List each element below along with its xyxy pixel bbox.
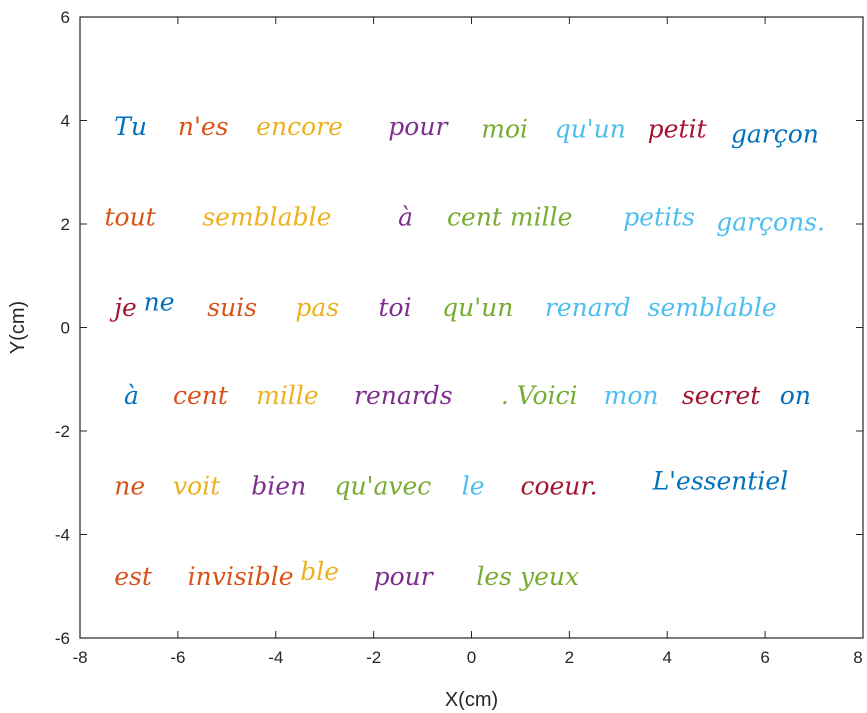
y-tick-label: 6 (61, 8, 70, 27)
y-tick-label: 0 (61, 319, 70, 338)
y-axis-label: Y(cm) (7, 301, 29, 354)
y-tick-label: 2 (61, 215, 70, 234)
x-axis-label: X(cm) (445, 689, 498, 711)
handwritten-word: est (114, 562, 153, 591)
handwritten-word: renards (354, 381, 453, 410)
handwritten-word: à (398, 202, 413, 231)
handwritten-word: garçons. (716, 208, 825, 237)
handwritten-word: Tu (114, 112, 147, 141)
y-tick-label: -2 (55, 422, 70, 441)
handwritten-word: semblable (648, 293, 777, 322)
handwritten-word: mille (256, 381, 319, 410)
handwritten-word: . Voici (501, 381, 578, 410)
x-tick-label: -6 (170, 648, 185, 667)
handwritten-word: qu'un (555, 114, 626, 143)
handwritten-word: je (109, 293, 137, 322)
y-axis-ticks: 6 4 2 0 -2 -4 -6 (55, 8, 863, 648)
handwritten-word: renard (545, 293, 631, 322)
handwritten-word: L'essentiel (652, 466, 789, 495)
y-tick-label: 4 (61, 112, 70, 131)
handwritten-word: tout (104, 202, 156, 231)
plot-frame (80, 17, 863, 638)
handwritten-word: garçon (731, 120, 819, 149)
x-tick-label: -8 (72, 648, 87, 667)
handwritten-word: cent (173, 381, 229, 410)
handwritten-word: voit (173, 471, 221, 500)
handwritten-word: semblable (202, 202, 331, 231)
handwritten-word: petits (623, 202, 695, 231)
handwritten-word: mon (604, 381, 659, 410)
y-tick-label: -4 (55, 526, 70, 545)
handwritten-word: pas (295, 293, 339, 322)
handwritten-word: n'es (178, 112, 229, 141)
handwritten-word: invisible (188, 562, 294, 591)
x-tick-label: -4 (268, 648, 283, 667)
handwritten-word: moi (481, 114, 528, 143)
handwriting-words: Tu n'es encore pour moi qu'un petit garçon tout s… (104, 112, 825, 591)
handwritten-word: pour (374, 562, 435, 591)
handwritten-word: ble (300, 557, 339, 586)
handwritten-word: qu'un (442, 293, 513, 322)
x-tick-label: 0 (467, 648, 476, 667)
handwritten-word: toi (379, 293, 412, 322)
handwritten-word: coeur. (520, 471, 597, 500)
x-tick-label: 4 (663, 648, 672, 667)
handwritten-word: le (462, 471, 485, 500)
handwritten-word: on (780, 381, 811, 410)
handwritten-word: secret (682, 381, 761, 410)
x-tick-label: 8 (853, 648, 862, 667)
handwritten-word: encore (256, 112, 343, 141)
x-tick-label: 2 (565, 648, 574, 667)
handwritten-word: ne (144, 288, 175, 317)
handwritten-word: petit (648, 114, 708, 143)
handwritten-word: suis (207, 293, 257, 322)
x-tick-label: -2 (366, 648, 381, 667)
handwritten-word: ne (114, 471, 145, 500)
handwritten-word: les yeux (476, 562, 579, 591)
y-tick-label: -6 (55, 629, 70, 648)
handwritten-word: qu'avec (334, 471, 431, 500)
handwritten-word: pour (388, 112, 449, 141)
x-tick-label: 6 (760, 648, 769, 667)
handwritten-word: bien (251, 471, 306, 500)
handwritten-word: à (124, 381, 139, 410)
handwritten-word: cent mille (447, 202, 572, 231)
